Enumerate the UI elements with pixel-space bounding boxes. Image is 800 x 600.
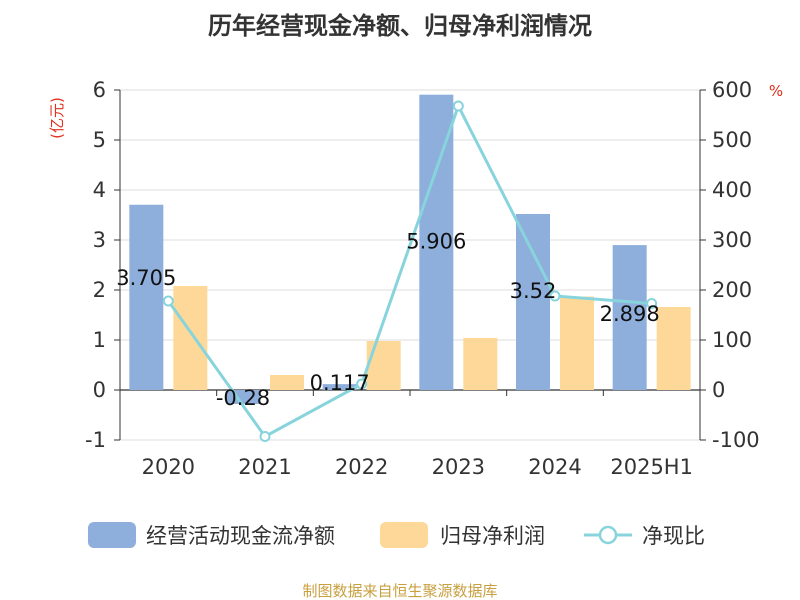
right-tick-label: 200 xyxy=(712,278,752,302)
bar-cashflow-2020 xyxy=(129,204,164,390)
axes: -1 0 1 2 3 4 5 6 -100 0 100 200 300 400 500 600 2020 2021… xyxy=(85,78,760,479)
bar-cashflow-2023 xyxy=(419,94,454,390)
data-label-2023: 5.906 xyxy=(406,230,466,254)
legend-label-netprofit: 归母净利润 xyxy=(440,524,545,548)
data-label-2024: 3.52 xyxy=(510,279,557,303)
ratio-polyline xyxy=(167,102,652,439)
bar-netprofit-2021 xyxy=(270,375,304,390)
bar-netprofit-2022 xyxy=(366,341,401,390)
data-label-2021: -0.28 xyxy=(216,386,270,410)
left-tick-label: -1 xyxy=(85,428,106,452)
ratio-point-2023 xyxy=(452,100,464,112)
ratio-line xyxy=(162,100,658,442)
bar-cashflow-2022 xyxy=(322,384,357,390)
bar-netprofit-2023 xyxy=(463,338,498,390)
bar-netprofit-2020 xyxy=(173,286,208,390)
right-tick-label: -100 xyxy=(712,428,760,452)
left-tick-label: 6 xyxy=(93,78,106,102)
bar-netprofit-2024 xyxy=(560,296,594,390)
legend: 经营活动现金流净额 归母净利润 净现比 xyxy=(88,522,705,548)
gridlines xyxy=(120,89,700,441)
ratio-point-2022 xyxy=(356,378,368,390)
right-tick-label: 500 xyxy=(712,128,752,152)
legend-label-ratio: 净现比 xyxy=(642,524,705,548)
left-tick-label: 1 xyxy=(93,328,106,352)
ratio-point-2024 xyxy=(549,290,561,302)
left-tick-label: 3 xyxy=(93,228,106,252)
legend-label-cashflow: 经营活动现金流净额 xyxy=(146,524,335,548)
left-tick-label: 2 xyxy=(93,278,106,302)
legend-swatch-cashflow xyxy=(88,522,136,548)
ratio-point-2021 xyxy=(259,431,271,442)
right-tick-label: 0 xyxy=(712,378,725,402)
bar-netprofit-2025H1 xyxy=(656,307,691,390)
ratio-point-2020 xyxy=(162,295,174,307)
x-tick-label: 2023 xyxy=(432,455,485,479)
left-tick-label: 4 xyxy=(93,178,106,202)
x-tick-label: 2025H1 xyxy=(610,455,693,479)
left-tick-label: 0 xyxy=(93,378,106,402)
data-labels: 3.705 -0.28 0.117 5.906 3.52 2.898 xyxy=(116,230,659,410)
left-axis-unit: (亿元) xyxy=(48,97,66,139)
bar-cashflow-2025H1 xyxy=(612,245,647,390)
x-tick-label: 2020 xyxy=(142,455,195,479)
data-label-2020: 3.705 xyxy=(116,266,176,290)
chart-title: 历年经营现金净额、归母净利润情况 xyxy=(208,12,592,40)
right-tick-label: 600 xyxy=(712,78,752,102)
bar-cashflow-2024 xyxy=(516,214,550,390)
x-tick-label: 2024 xyxy=(528,455,581,479)
right-tick-label: 100 xyxy=(712,328,752,352)
x-tick-label: 2022 xyxy=(335,455,388,479)
legend-swatch-netprofit xyxy=(380,522,428,548)
right-axis-unit: % xyxy=(769,82,783,100)
right-tick-label: 400 xyxy=(712,178,752,202)
legend-swatch-ratio-marker xyxy=(598,525,618,545)
x-tick-label: 2021 xyxy=(238,455,291,479)
ratio-point-2025H1 xyxy=(646,298,658,309)
source-note: 制图数据来自恒生聚源数据库 xyxy=(302,582,497,600)
data-label-2022: 0.117 xyxy=(310,371,370,395)
bars xyxy=(129,94,691,404)
left-tick-label: 5 xyxy=(93,128,106,152)
right-tick-label: 300 xyxy=(712,228,752,252)
data-label-2025H1: 2.898 xyxy=(600,302,660,326)
